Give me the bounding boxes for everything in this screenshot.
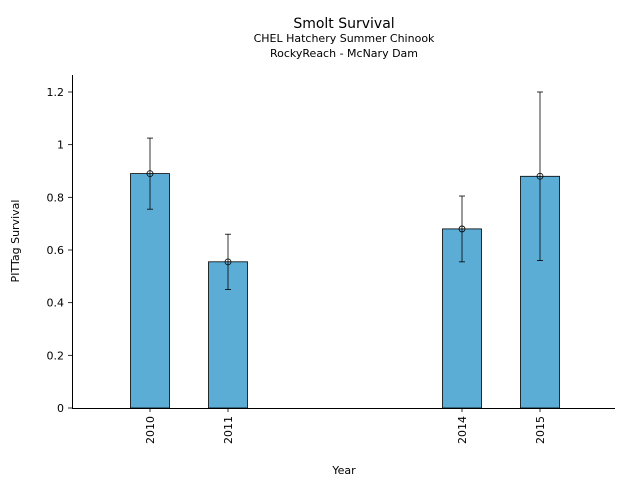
- y-tick-label: 0.8: [47, 191, 65, 204]
- y-ticks: 0 0.2 0.4 0.6 0.8 1 1.2: [47, 86, 72, 415]
- x-ticks: 2010 2011 2014 2015: [144, 408, 547, 444]
- bar-2010: [130, 173, 170, 409]
- y-tick-label: 0.4: [47, 297, 65, 310]
- x-tick-label: 2014: [456, 416, 469, 444]
- chart-subtitle-line-2: RockyReach - McNary Dam: [270, 47, 418, 60]
- y-tick-label: 0: [57, 402, 64, 415]
- y-tick-label: 0.2: [47, 349, 65, 362]
- y-tick-label: 1: [57, 139, 64, 152]
- x-axis-label: Year: [331, 464, 356, 477]
- point-2014: [458, 225, 466, 233]
- point-2011: [224, 258, 232, 266]
- y-tick-label: 1.2: [47, 86, 65, 99]
- error-bar-2011: [225, 233, 231, 290]
- point-2010: [146, 170, 154, 178]
- y-axis-label: PITTag Survival: [9, 200, 22, 283]
- chart-subtitle-line-1: CHEL Hatchery Summer Chinook: [254, 32, 435, 45]
- x-tick-label: 2010: [144, 416, 157, 444]
- error-bar-2014: [459, 195, 465, 263]
- error-bar-2015: [537, 91, 543, 261]
- point-2015: [536, 172, 544, 180]
- chart-title: Smolt Survival: [293, 16, 394, 32]
- plot-area: [130, 91, 560, 409]
- error-bar-2010: [147, 137, 153, 210]
- x-tick-label: 2015: [534, 416, 547, 444]
- y-tick-label: 0.6: [47, 244, 65, 257]
- x-tick-label: 2011: [222, 416, 235, 444]
